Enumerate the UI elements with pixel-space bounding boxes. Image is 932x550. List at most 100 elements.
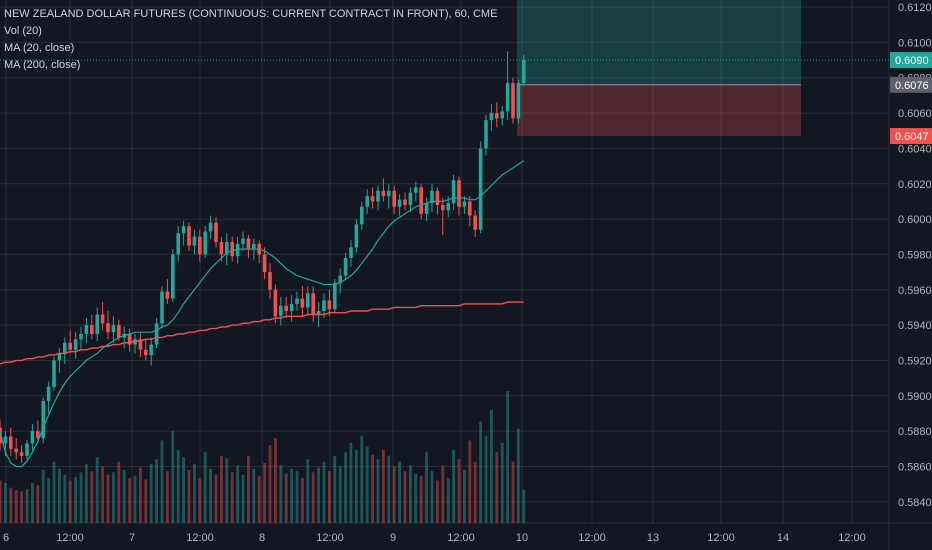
- candle-body: [127, 333, 132, 345]
- candle-body: [160, 291, 164, 324]
- price-axis[interactable]: 0.61200.61000.60800.60600.60400.60200.60…: [898, 2, 932, 509]
- volume-bar: [382, 449, 385, 523]
- candle-body: [316, 310, 321, 315]
- volume-bar: [344, 452, 347, 523]
- time-axis[interactable]: 6 12:00 7 12:00 8 12:00 9 12:00 10 12:00 13 12:00 14…: [3, 532, 866, 544]
- volume-bar: [511, 461, 515, 523]
- candle-body: [63, 342, 67, 354]
- candle-body: [214, 222, 218, 243]
- candle-body: [273, 289, 278, 317]
- profit-zone: [517, 0, 801, 85]
- candle-body: [451, 180, 456, 204]
- volume-bar: [279, 465, 283, 523]
- volume-bar: [403, 471, 407, 523]
- volume-bar: [95, 457, 99, 523]
- candle-body: [408, 192, 413, 205]
- time-tick-label: 6: [3, 532, 9, 544]
- volume-bar: [182, 457, 185, 523]
- volume-bar: [522, 490, 526, 523]
- volume-bar: [90, 471, 94, 523]
- ma20-indicator-label[interactable]: MA (20, close): [4, 42, 75, 54]
- volume-bar: [198, 478, 202, 523]
- volume-bar: [128, 478, 131, 523]
- time-tick-label: 14: [777, 532, 789, 544]
- ma20-line: [0, 160, 525, 468]
- candle-body: [52, 360, 56, 387]
- candle-body: [441, 204, 445, 211]
- volume-bar: [14, 490, 18, 523]
- volume-bar: [419, 475, 423, 523]
- candle-body: [138, 339, 143, 350]
- candle-body: [403, 199, 407, 205]
- candle-body: [424, 203, 429, 214]
- volume-bar: [392, 466, 396, 523]
- candle-body: [338, 275, 342, 283]
- volume-bar: [101, 466, 104, 523]
- candlestick-series: [0, 51, 526, 463]
- volume-bar: [360, 435, 364, 523]
- candle-body: [262, 254, 267, 273]
- price-tick-label: 0.5860: [898, 461, 932, 473]
- candle-body: [154, 323, 159, 345]
- candle-body: [300, 298, 305, 308]
- candle-body: [14, 448, 18, 453]
- candle-body: [111, 325, 116, 333]
- candle-body: [495, 113, 499, 119]
- candle-body: [235, 243, 240, 257]
- volume-bar: [112, 472, 115, 523]
- volume-indicator-label[interactable]: Vol (20): [4, 25, 42, 37]
- candle-body: [419, 187, 423, 214]
- price-tick-label: 0.5840: [898, 497, 932, 509]
- volume-bar: [506, 391, 509, 523]
- candle-body: [446, 203, 450, 211]
- time-tick-label: 9: [390, 532, 396, 544]
- volume-bar: [68, 480, 72, 523]
- volume-bar: [463, 469, 466, 523]
- volume-bar: [257, 475, 261, 523]
- volume-bar: [446, 478, 450, 523]
- price-tick-label: 0.5960: [898, 285, 932, 297]
- volume-bar: [338, 466, 342, 523]
- volume-bar: [187, 469, 191, 523]
- candle-body: [57, 353, 62, 361]
- volume-bar: [268, 445, 272, 523]
- volume-bar: [117, 461, 121, 523]
- candle-body: [252, 243, 256, 250]
- candle-body: [500, 111, 504, 119]
- candle-body: [95, 314, 99, 334]
- price-tick-label: 0.5880: [898, 426, 932, 438]
- volume-bar: [155, 459, 158, 523]
- volume-bar: [301, 478, 304, 523]
- time-tick-label: 12:00: [186, 532, 214, 544]
- candle-body: [397, 199, 402, 207]
- time-tick-label: 12:00: [447, 532, 475, 544]
- volume-bar: [284, 473, 288, 523]
- volume-bar: [193, 464, 196, 523]
- time-tick-label: 12:00: [56, 532, 84, 544]
- volume-bar: [387, 455, 391, 523]
- volume-bar: [203, 452, 207, 523]
- volume-bar: [295, 471, 299, 523]
- candle-body: [462, 201, 467, 207]
- candle-body: [192, 236, 197, 246]
- position-tool[interactable]: [0, 0, 889, 137]
- volume-bar: [479, 421, 482, 523]
- volume-bar: [209, 468, 212, 523]
- candle-body: [279, 305, 283, 317]
- volume-bar: [4, 482, 7, 523]
- candle-body: [505, 83, 510, 112]
- symbol-title[interactable]: NEW ZEALAND DOLLAR FUTURES (CONTINUOUS: …: [4, 8, 498, 20]
- volume-bar: [41, 469, 45, 523]
- volume-bar: [230, 472, 234, 523]
- candle-body: [198, 236, 202, 255]
- volume-bar: [36, 485, 40, 523]
- candle-body: [30, 431, 35, 444]
- moving-average-lines: [0, 160, 525, 468]
- ma200-indicator-label[interactable]: MA (200, close): [4, 59, 81, 71]
- candle-body: [365, 196, 369, 207]
- volume-bar: [247, 455, 250, 523]
- volume-bar: [333, 455, 337, 523]
